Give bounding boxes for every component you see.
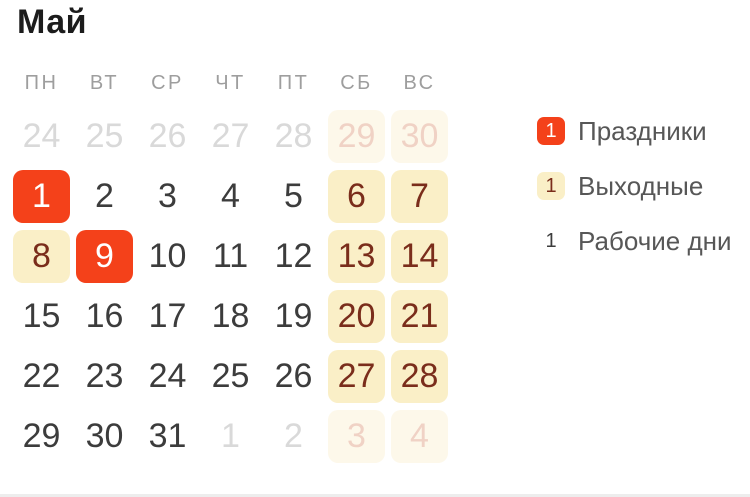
day-cell[interactable]: 12: [274, 237, 313, 275]
calendar-grid: 24 25 26 27 28 29 30 1 2 3 4 5 6 7 8 9 10 11 12 13 14 15 16 17 1…: [13, 110, 448, 463]
day-cell[interactable]: 25: [211, 357, 250, 395]
day-cell[interactable]: 16: [85, 297, 124, 335]
day-cell[interactable]: 14: [391, 230, 448, 283]
legend-item-holidays: 1 Праздники: [537, 115, 732, 146]
day-cell[interactable]: 27: [328, 350, 385, 403]
day-cell[interactable]: 17: [148, 297, 187, 335]
day-cell[interactable]: 13: [328, 230, 385, 283]
day-cell[interactable]: 3: [328, 410, 385, 463]
day-cell[interactable]: 2: [95, 177, 114, 215]
day-cell[interactable]: 10: [148, 237, 187, 275]
legend-item-weekends: 1 Выходные: [537, 170, 732, 201]
day-cell[interactable]: 30: [85, 417, 124, 455]
day-cell[interactable]: 1: [221, 417, 240, 455]
day-cell[interactable]: 20: [328, 290, 385, 343]
day-cell[interactable]: 31: [148, 417, 187, 455]
day-cell[interactable]: 9: [76, 230, 133, 283]
day-cell[interactable]: 6: [328, 170, 385, 223]
bottom-divider: [0, 494, 750, 497]
day-cell[interactable]: 2: [284, 417, 303, 455]
weekday-header-wed: СР: [151, 71, 184, 94]
weekday-header-row: ПН ВТ СР ЧТ ПТ СБ ВС: [13, 68, 448, 98]
day-cell[interactable]: 19: [274, 297, 313, 335]
legend-label-workdays: Рабочие дни: [578, 225, 732, 256]
day-cell[interactable]: 28: [274, 117, 313, 155]
day-cell[interactable]: 7: [391, 170, 448, 223]
weekday-header-sun: ВС: [403, 71, 436, 94]
month-title: Май: [17, 3, 88, 41]
day-cell[interactable]: 5: [284, 177, 303, 215]
day-cell[interactable]: 26: [148, 117, 187, 155]
day-cell[interactable]: 24: [22, 117, 61, 155]
day-cell[interactable]: 22: [22, 357, 61, 395]
day-cell[interactable]: 23: [85, 357, 124, 395]
weekday-header-thu: ЧТ: [215, 71, 246, 94]
day-cell[interactable]: 29: [328, 110, 385, 163]
weekday-header-tue: ВТ: [89, 71, 120, 94]
day-cell[interactable]: 8: [13, 230, 70, 283]
day-cell[interactable]: 15: [22, 297, 61, 335]
legend-swatch-weekend: 1: [537, 172, 565, 200]
day-cell[interactable]: 28: [391, 350, 448, 403]
day-cell[interactable]: 11: [212, 237, 249, 275]
day-cell[interactable]: 29: [22, 417, 61, 455]
day-cell[interactable]: 25: [85, 117, 124, 155]
day-cell[interactable]: 30: [391, 110, 448, 163]
day-cell[interactable]: 27: [211, 117, 250, 155]
day-cell[interactable]: 18: [211, 297, 250, 335]
day-cell[interactable]: 4: [391, 410, 448, 463]
weekday-header-fri: ПТ: [277, 71, 310, 94]
legend: 1 Праздники 1 Выходные 1 Рабочие дни: [537, 115, 732, 282]
legend-label-holidays: Праздники: [578, 115, 707, 146]
legend-label-weekends: Выходные: [578, 170, 704, 201]
day-cell[interactable]: 3: [158, 177, 177, 215]
weekday-header-sat: СБ: [340, 71, 373, 94]
legend-swatch-holiday: 1: [537, 117, 565, 145]
legend-swatch-workday: 1: [545, 229, 557, 252]
weekday-header-mon: ПН: [24, 71, 59, 94]
day-cell[interactable]: 24: [148, 357, 187, 395]
day-cell[interactable]: 4: [221, 177, 240, 215]
legend-item-workdays: 1 Рабочие дни: [537, 225, 732, 256]
day-cell[interactable]: 21: [391, 290, 448, 343]
day-cell[interactable]: 26: [274, 357, 313, 395]
day-cell[interactable]: 1: [13, 170, 70, 223]
